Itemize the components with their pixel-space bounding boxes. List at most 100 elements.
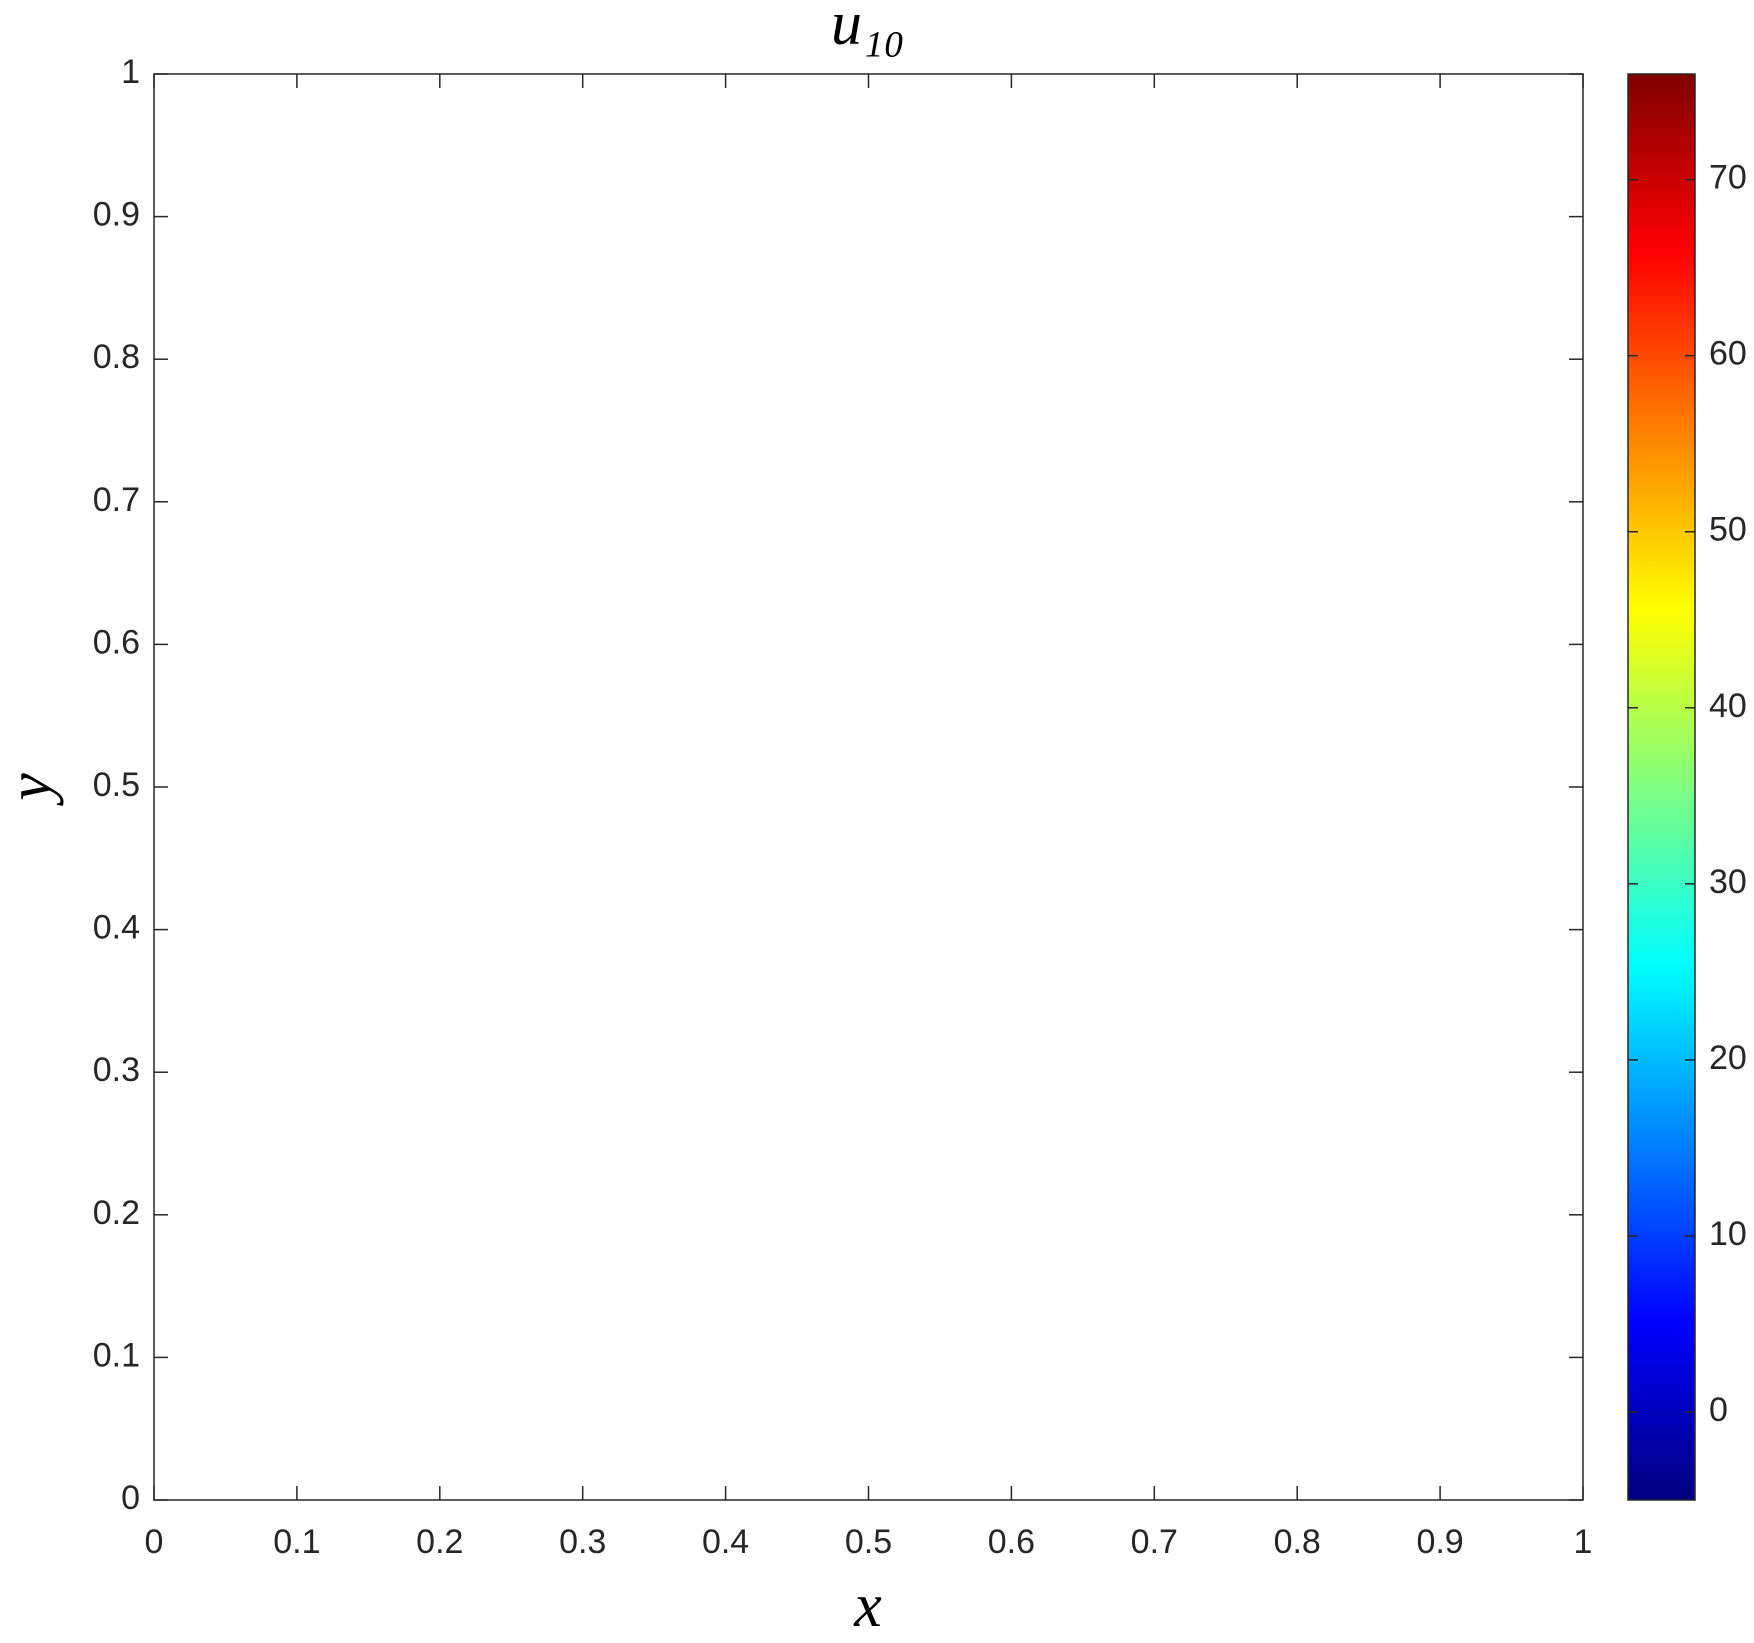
heatmap-cell: [582, 1356, 727, 1500]
heatmap-cell: [1010, 358, 1155, 503]
heatmap-cell: [868, 501, 1012, 645]
heatmap-cell: [154, 786, 298, 931]
heatmap-cell: [1010, 643, 1155, 788]
heatmap-cell: [296, 216, 441, 360]
heatmap-cell: [868, 929, 1012, 1073]
colorbar-tick-label: 70: [1709, 159, 1747, 197]
chart-title: u₁₀: [831, 0, 905, 58]
heatmap-cell: [1439, 216, 1583, 360]
heatmap-cell: [868, 786, 1012, 931]
heatmap-cell: [1439, 1356, 1583, 1500]
heatmap-cell: [582, 1071, 727, 1216]
heatmap-cell: [439, 929, 584, 1073]
heatmap-cell: [1010, 1214, 1155, 1358]
y-tick-label: 0.9: [93, 196, 140, 234]
heatmap-cell: [1153, 74, 1298, 218]
y-tick-label: 1: [121, 53, 140, 91]
heatmap-cell: [154, 216, 298, 360]
heatmap-cell: [154, 1071, 298, 1216]
heatmap-cell: [439, 358, 584, 503]
heatmap-cell: [439, 1071, 584, 1216]
heatmap-cell: [154, 74, 298, 218]
colorbar-tick-label: 30: [1709, 863, 1747, 901]
heatmap: [154, 74, 1583, 1500]
heatmap-cell: [1153, 1071, 1298, 1216]
heatmap-cell: [1296, 501, 1441, 645]
y-axis-label: y: [0, 773, 64, 807]
heatmap-cell: [582, 216, 727, 360]
heatmap-cell: [582, 786, 727, 931]
heatmap-cell: [154, 643, 298, 788]
heatmap-cell: [296, 74, 441, 218]
x-tick-label: 0.7: [1131, 1523, 1178, 1561]
heatmap-cell: [439, 786, 584, 931]
heatmap-cell: [439, 1356, 584, 1500]
heatmap-cell: [439, 501, 584, 645]
heatmap-cell: [1010, 1071, 1155, 1216]
heatmap-cell: [296, 358, 441, 503]
heatmap-cell: [1296, 786, 1441, 931]
heatmap-cell: [439, 74, 584, 218]
x-tick-label: 0: [145, 1523, 164, 1561]
heatmap-cell: [868, 1214, 1012, 1358]
x-tick-label: 1: [1574, 1523, 1593, 1561]
heatmap-cell: [296, 1214, 441, 1358]
heatmap-cell: [582, 929, 727, 1073]
heatmap-cell: [725, 1071, 869, 1216]
heatmap-cell: [725, 1214, 869, 1358]
heatmap-cell: [868, 643, 1012, 788]
heatmap-cell: [1153, 786, 1298, 931]
colorbar-tick-label: 60: [1709, 335, 1747, 373]
x-tick-label: 0.8: [1274, 1523, 1321, 1561]
heatmap-cell: [582, 358, 727, 503]
heatmap-cell: [1439, 786, 1583, 931]
heatmap-cell: [439, 216, 584, 360]
heatmap-cell: [296, 786, 441, 931]
colorbar-tick-label: 0: [1709, 1391, 1728, 1429]
heatmap-cell: [1153, 1356, 1298, 1500]
y-tick-label: 0.5: [93, 766, 140, 804]
heatmap-cell: [868, 74, 1012, 218]
heatmap-cell: [868, 216, 1012, 360]
y-tick-label: 0.3: [93, 1051, 140, 1089]
heatmap-cell: [1296, 358, 1441, 503]
heatmap-cell: [582, 501, 727, 645]
y-tick-label: 0.1: [93, 1336, 140, 1374]
heatmap-cell: [1153, 929, 1298, 1073]
heatmap-cell: [296, 1071, 441, 1216]
heatmap-cell: [154, 1214, 298, 1358]
heatmap-cell: [1153, 216, 1298, 360]
heatmap-cell: [1439, 929, 1583, 1073]
heatmap-cell: [1296, 216, 1441, 360]
y-tick-label: 0.8: [93, 338, 140, 376]
x-tick-label: 0.9: [1416, 1523, 1463, 1561]
heatmap-cell: [439, 1214, 584, 1358]
heatmap-cell: [582, 74, 727, 218]
x-tick-label: 0.6: [988, 1523, 1035, 1561]
heatmap-cell: [1010, 216, 1155, 360]
heatmap-cell: [868, 358, 1012, 503]
y-tick-label: 0.2: [93, 1194, 140, 1232]
colorbar-tick-label: 50: [1709, 511, 1747, 549]
heatmap-cell: [296, 501, 441, 645]
heatmap-cell: [439, 643, 584, 788]
heatmap-cell: [725, 643, 869, 788]
heatmap-cell: [296, 1356, 441, 1500]
y-tick-label: 0.4: [93, 909, 140, 947]
heatmap-cell: [1439, 501, 1583, 645]
x-tick-label: 0.1: [273, 1523, 320, 1561]
colorbar: [1627, 73, 1696, 1501]
heatmap-cell: [725, 501, 869, 645]
heatmap-cell: [296, 929, 441, 1073]
heatmap-cell: [725, 1356, 869, 1500]
heatmap-cell: [868, 1356, 1012, 1500]
y-tick-label: 0.7: [93, 481, 140, 519]
heatmap-cell: [725, 786, 869, 931]
heatmap-cell: [154, 929, 298, 1073]
heatmap-cell: [154, 501, 298, 645]
heatmap-cell: [1153, 643, 1298, 788]
heatmap-cell: [1010, 501, 1155, 645]
y-tick-label: 0.6: [93, 623, 140, 661]
heatmap-cell: [1010, 1356, 1155, 1500]
